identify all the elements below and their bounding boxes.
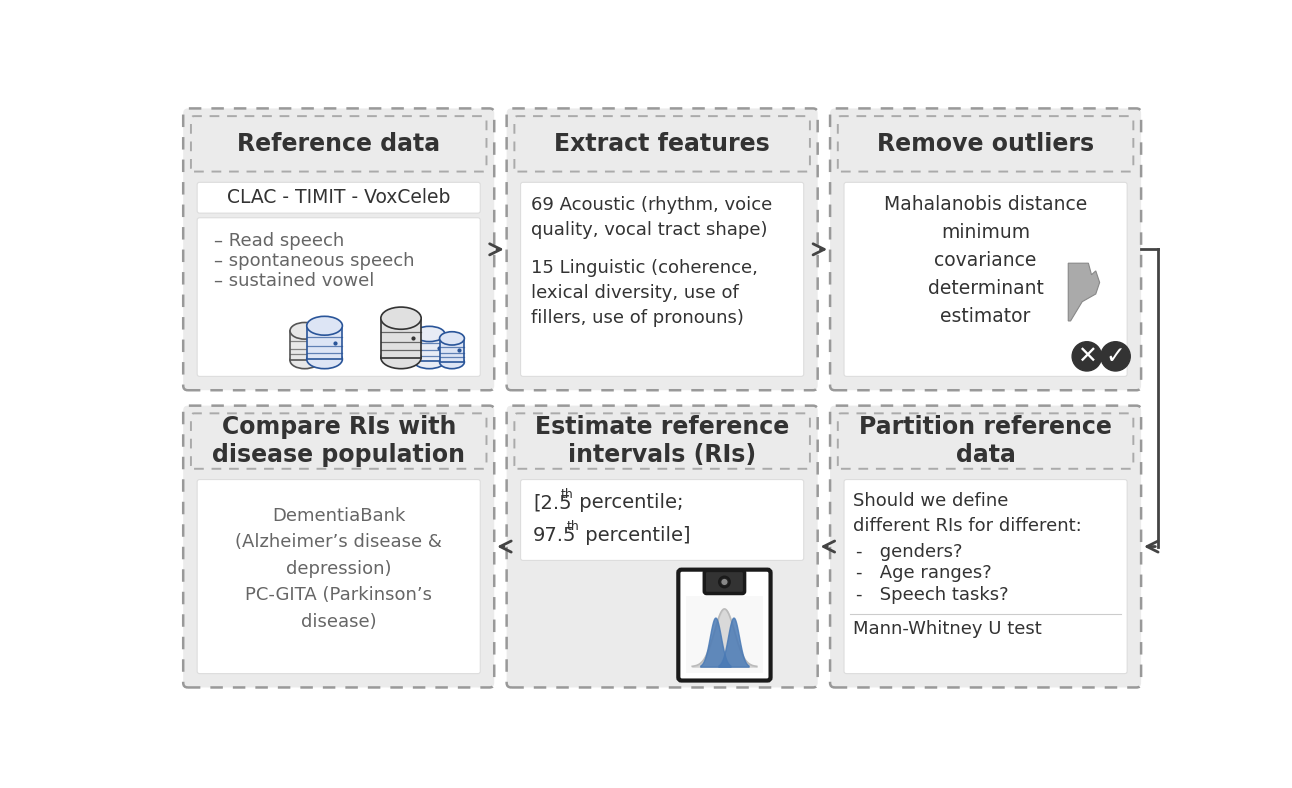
FancyBboxPatch shape [191,414,487,469]
Bar [289,331,319,360]
FancyBboxPatch shape [837,414,1133,469]
Text: Compare RIs with
disease population: Compare RIs with disease population [212,415,465,467]
Text: [2.5: [2.5 [534,493,571,512]
Text: Remove outliers: Remove outliers [877,132,1094,156]
Circle shape [720,577,730,587]
Text: 69 Acoustic (rhythm, voice
quality, vocal tract shape): 69 Acoustic (rhythm, voice quality, voca… [531,196,773,240]
Ellipse shape [306,350,342,369]
Text: 15 Linguistic (coherence,
lexical diversity, use of
fillers, use of pronouns): 15 Linguistic (coherence, lexical divers… [531,259,758,327]
Polygon shape [1068,263,1099,321]
FancyBboxPatch shape [191,116,487,172]
Ellipse shape [439,332,464,345]
FancyBboxPatch shape [198,480,481,674]
Ellipse shape [439,355,464,369]
FancyBboxPatch shape [198,217,481,377]
Bar [381,318,421,358]
Text: th: th [567,520,580,533]
FancyBboxPatch shape [829,406,1141,687]
Circle shape [1072,342,1102,371]
Ellipse shape [289,352,319,369]
Text: percentile]: percentile] [579,526,690,545]
FancyBboxPatch shape [678,570,770,681]
Text: Estimate reference
intervals (RIs): Estimate reference intervals (RIs) [535,415,789,467]
Ellipse shape [381,347,421,369]
Text: – spontaneous speech: – spontaneous speech [214,251,415,269]
Text: Partition reference
data: Partition reference data [859,415,1112,467]
Text: -   genders?: - genders? [857,543,963,561]
Ellipse shape [289,322,319,339]
Text: DementiaBank
(Alzheimer’s disease &
depression)
PC-GITA (Parkinson’s
disease): DementiaBank (Alzheimer’s disease & depr… [235,507,442,630]
Text: – sustained vowel: – sustained vowel [214,272,375,290]
FancyBboxPatch shape [514,414,810,469]
FancyBboxPatch shape [506,109,818,390]
Ellipse shape [413,326,444,341]
FancyBboxPatch shape [183,109,495,390]
Ellipse shape [413,354,444,369]
Text: Extract features: Extract features [554,132,770,156]
FancyBboxPatch shape [844,480,1127,674]
FancyBboxPatch shape [521,182,804,377]
FancyBboxPatch shape [506,406,818,687]
FancyBboxPatch shape [704,571,744,593]
Circle shape [1101,342,1130,371]
Bar [439,338,464,362]
Text: CLAC - TIMIT - VoxCeleb: CLAC - TIMIT - VoxCeleb [227,188,451,207]
Circle shape [721,579,727,585]
FancyBboxPatch shape [844,182,1127,377]
Text: Mann-Whitney U test: Mann-Whitney U test [853,619,1043,637]
FancyBboxPatch shape [198,182,481,213]
FancyBboxPatch shape [837,116,1133,172]
Text: 97.5: 97.5 [534,526,576,545]
Text: Reference data: Reference data [238,132,441,156]
Bar [413,334,444,361]
Text: Mahalanobis distance
minimum
covariance
determinant
estimator: Mahalanobis distance minimum covariance … [884,195,1087,325]
Ellipse shape [381,307,421,329]
Text: -   Speech tasks?: - Speech tasks? [857,585,1009,604]
Text: th: th [561,488,574,501]
Text: ✕: ✕ [1078,344,1097,368]
Text: -   Age ranges?: - Age ranges? [857,564,992,582]
FancyBboxPatch shape [829,109,1141,390]
Text: ✓: ✓ [1106,344,1125,368]
FancyBboxPatch shape [183,406,495,687]
Text: Should we define
different RIs for different:: Should we define different RIs for diffe… [853,492,1083,535]
Text: – Read speech: – Read speech [214,232,345,250]
Bar [306,325,342,359]
FancyBboxPatch shape [514,116,810,172]
FancyBboxPatch shape [521,480,804,560]
Bar [686,596,762,673]
Text: percentile;: percentile; [572,493,683,512]
Ellipse shape [306,316,342,335]
